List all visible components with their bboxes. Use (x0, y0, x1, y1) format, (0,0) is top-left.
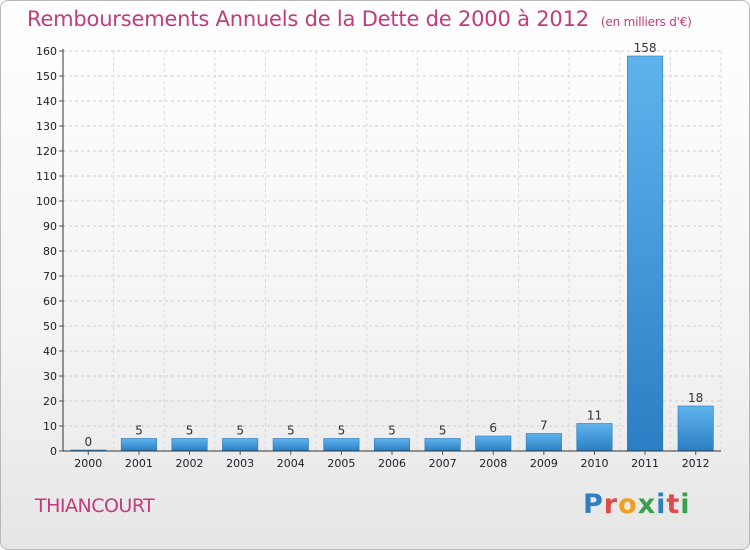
bar-2007 (424, 438, 461, 452)
bar-2003 (222, 438, 259, 452)
y-tick-label: 10 (43, 420, 57, 433)
value-label-2010: 11 (587, 409, 602, 423)
value-label-2003: 5 (236, 424, 244, 438)
y-tick-label: 110 (36, 170, 57, 183)
bar-2008 (475, 435, 512, 452)
y-tick-label: 140 (36, 95, 57, 108)
value-label-2011: 158 (634, 41, 657, 55)
value-label-2005: 5 (338, 424, 346, 438)
bar-2011 (627, 55, 664, 452)
labels: 0102030405060708090100110120130140150160… (36, 41, 710, 470)
value-label-2007: 5 (439, 424, 447, 438)
logo-letter: r (603, 489, 619, 520)
y-tick-label: 40 (43, 345, 57, 358)
bar-2002 (171, 438, 208, 452)
value-label-2002: 5 (186, 424, 194, 438)
x-tick-label-2000: 2000 (74, 457, 102, 470)
bar-2009 (525, 433, 562, 452)
y-tick-label: 130 (36, 120, 57, 133)
x-tick-label-2012: 2012 (682, 457, 710, 470)
y-tick-label: 20 (43, 395, 57, 408)
bar-2010 (576, 423, 613, 452)
chart-unit: (en milliers d'€) (600, 15, 692, 29)
value-label-2012: 18 (688, 391, 703, 405)
bar-2001 (120, 438, 157, 452)
axes (59, 49, 721, 455)
logo-letter: i (680, 489, 691, 520)
proxiti-logo[interactable]: Proxiti (583, 489, 691, 520)
chart-title-text: Remboursements Annuels de la Dette de 20… (27, 7, 589, 31)
logo-letter: i (656, 489, 667, 520)
value-label-2008: 6 (489, 421, 497, 435)
value-label-2000: 0 (84, 435, 92, 449)
value-label-2001: 5 (135, 424, 143, 438)
x-tick-label-2003: 2003 (226, 457, 254, 470)
y-tick-label: 120 (36, 145, 57, 158)
logo-letter: x (637, 489, 657, 520)
x-tick-label-2011: 2011 (631, 457, 659, 470)
value-label-2004: 5 (287, 424, 295, 438)
y-tick-label: 150 (36, 70, 57, 83)
value-label-2006: 5 (388, 424, 396, 438)
y-tick-label: 160 (36, 45, 57, 58)
chart-title: Remboursements Annuels de la Dette de 20… (27, 7, 692, 31)
y-tick-label: 60 (43, 295, 57, 308)
bar-2006 (373, 438, 411, 452)
x-tick-label-2005: 2005 (327, 457, 355, 470)
y-tick-label: 70 (43, 270, 57, 283)
y-tick-label: 50 (43, 320, 57, 333)
x-tick-label-2001: 2001 (125, 457, 153, 470)
bar-2012 (677, 405, 714, 452)
x-tick-label-2006: 2006 (378, 457, 406, 470)
x-tick-label-2009: 2009 (530, 457, 558, 470)
x-tick-label-2004: 2004 (277, 457, 305, 470)
city-name: THIANCOURT (35, 495, 155, 517)
logo-letter: t (666, 489, 681, 520)
x-tick-label-2002: 2002 (176, 457, 204, 470)
x-tick-label-2010: 2010 (580, 457, 608, 470)
x-tick-label-2008: 2008 (479, 457, 507, 470)
logo-letter: P (583, 489, 604, 520)
y-tick-label: 90 (43, 220, 57, 233)
y-tick-label: 30 (43, 370, 57, 383)
x-tick-label-2007: 2007 (429, 457, 457, 470)
logo-letter: o (618, 489, 638, 520)
value-label-2009: 7 (540, 419, 548, 433)
y-tick-label: 100 (36, 195, 57, 208)
bars (70, 55, 714, 452)
y-tick-label: 0 (50, 445, 57, 458)
grid-lines (62, 50, 722, 452)
bar-2004 (272, 438, 309, 452)
y-tick-label: 80 (43, 245, 57, 258)
bar-2005 (323, 438, 360, 452)
